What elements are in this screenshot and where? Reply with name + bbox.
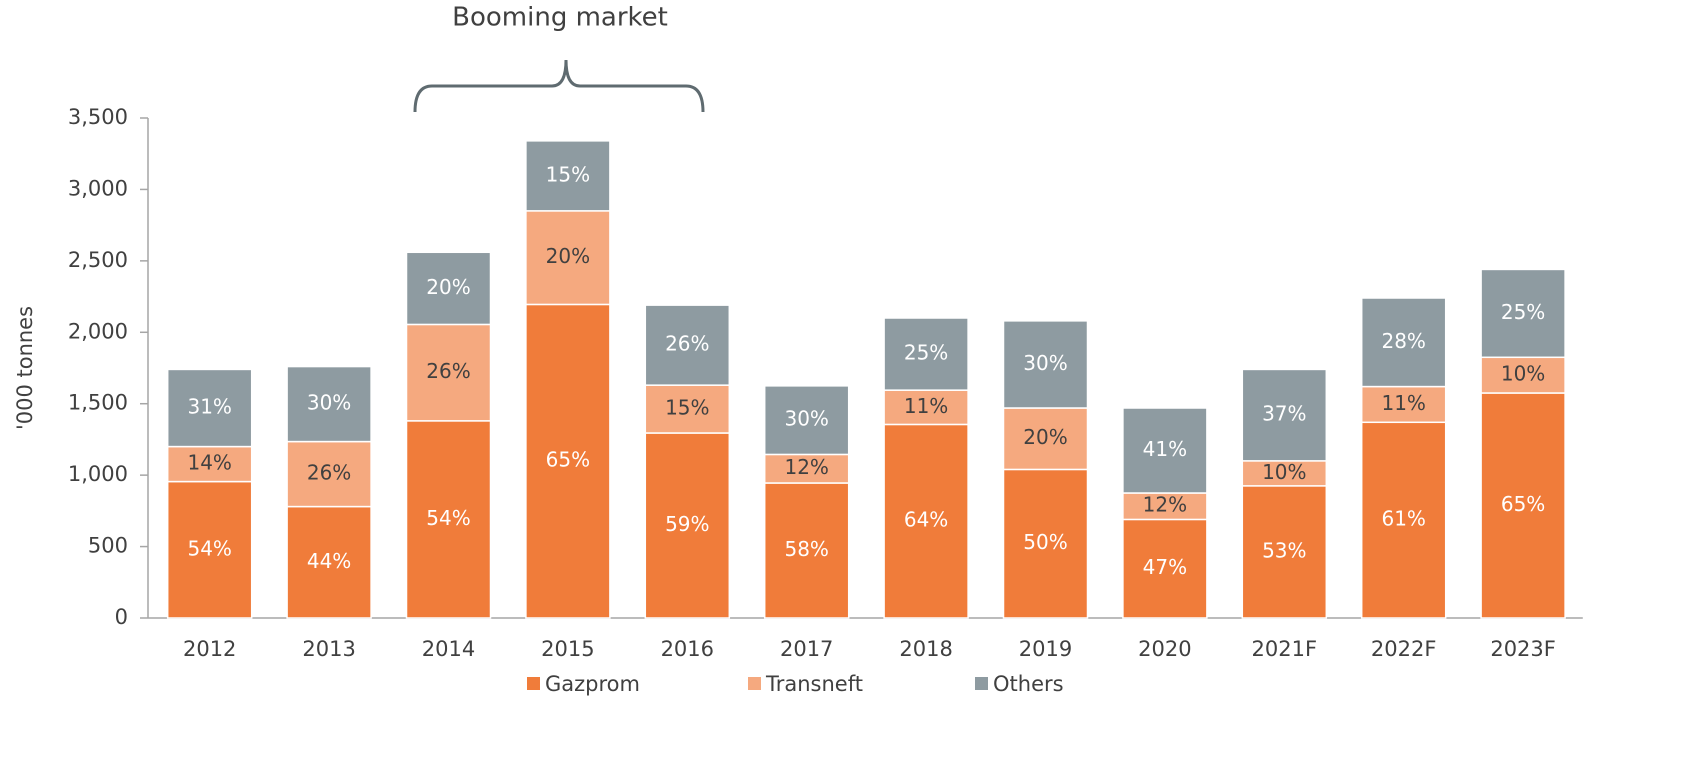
bar-label: 41% xyxy=(1143,437,1187,461)
bar-label: 20% xyxy=(426,275,470,299)
bar-label: 31% xyxy=(187,395,231,419)
x-tick-label: 2013 xyxy=(302,637,355,661)
x-tick-label: 2023F xyxy=(1490,637,1556,661)
x-tick-label: 2020 xyxy=(1138,637,1191,661)
bar-label: 59% xyxy=(665,512,709,536)
legend-label: Gazprom xyxy=(545,672,640,696)
bar-segment xyxy=(1122,518,1208,619)
bar-segment xyxy=(1480,392,1566,619)
x-tick-label: 2014 xyxy=(422,637,475,661)
bar-label: 53% xyxy=(1262,538,1306,562)
bar-label: 10% xyxy=(1262,460,1306,484)
bar-segment xyxy=(763,453,850,484)
bar-label: 54% xyxy=(187,536,231,560)
bar-segment xyxy=(286,365,372,443)
bar-label: 30% xyxy=(784,407,828,431)
legend-swatch xyxy=(975,677,988,690)
bar-segment xyxy=(1122,407,1208,494)
bar-label: 47% xyxy=(1143,555,1187,579)
y-tick-label: 1,500 xyxy=(68,391,128,415)
bar-segment xyxy=(644,432,731,619)
bar-label: 15% xyxy=(546,162,590,186)
bar-label: 26% xyxy=(426,359,470,383)
bar-label: 20% xyxy=(546,244,590,268)
y-tick-label: 3,500 xyxy=(68,105,128,129)
bar-label: 11% xyxy=(1381,391,1425,415)
bar-label: 54% xyxy=(426,506,470,530)
y-axis-label: '000 tonnes xyxy=(13,306,37,430)
bar-segment xyxy=(1480,268,1566,359)
y-tick-label: 1,000 xyxy=(68,462,128,486)
bar-label: 10% xyxy=(1501,362,1545,386)
y-tick-label: 0 xyxy=(115,605,128,629)
x-tick-label: 2012 xyxy=(183,637,236,661)
legend-swatch xyxy=(527,677,540,690)
bar-segment xyxy=(525,140,611,212)
bar-label: 12% xyxy=(1143,493,1187,517)
legend-label: Others xyxy=(993,672,1064,696)
bar-label: 12% xyxy=(784,455,828,479)
y-tick-label: 3,000 xyxy=(68,176,128,200)
x-tick-label: 2022F xyxy=(1371,637,1437,661)
annotation: Booming market xyxy=(452,3,668,33)
bar-segment xyxy=(763,385,850,456)
bar-label: 61% xyxy=(1381,507,1425,531)
bar-segment xyxy=(1241,485,1328,619)
bar-segment xyxy=(405,420,492,619)
bar-label: 25% xyxy=(1501,300,1545,324)
bar-segment xyxy=(1002,407,1089,471)
bar-label: 26% xyxy=(665,332,709,356)
brace xyxy=(413,59,705,113)
bar-label: 28% xyxy=(1381,329,1425,353)
bar-segment xyxy=(1360,385,1447,424)
bar-segment xyxy=(1002,468,1089,619)
bar-label: 58% xyxy=(784,537,828,561)
bar-segment xyxy=(883,317,969,391)
bar-segment xyxy=(166,368,253,448)
y-tick-label: 2,000 xyxy=(68,319,128,343)
bar-segment xyxy=(405,323,492,422)
legend-label: Transneft xyxy=(765,672,863,696)
bar-label: 64% xyxy=(904,508,948,532)
bar-segment xyxy=(286,505,372,619)
y-tick-label: 2,500 xyxy=(68,248,128,272)
bar-label: 65% xyxy=(546,448,590,472)
bar-segment xyxy=(286,440,372,508)
bar-label: 26% xyxy=(307,461,351,485)
bar-segment xyxy=(1360,297,1447,388)
bar-segment xyxy=(1002,320,1089,409)
bar-label: 30% xyxy=(307,391,351,415)
x-tick-label: 2018 xyxy=(899,637,952,661)
bar-segment xyxy=(525,303,611,619)
bar-segment xyxy=(1122,492,1208,521)
bar-label: 20% xyxy=(1023,425,1067,449)
legend-swatch xyxy=(748,677,761,690)
bar-label: 50% xyxy=(1023,530,1067,554)
bar-label: 44% xyxy=(307,549,351,573)
bar-label: 15% xyxy=(665,396,709,420)
bar-segment xyxy=(1360,421,1447,619)
x-tick-label: 2019 xyxy=(1019,637,1072,661)
y-tick-label: 500 xyxy=(88,534,128,558)
bar-label: 25% xyxy=(904,341,948,365)
bar-segment xyxy=(1241,460,1328,487)
bar-segment xyxy=(1480,356,1566,394)
x-tick-label: 2017 xyxy=(780,637,833,661)
bar-label: 65% xyxy=(1501,492,1545,516)
bar-segment xyxy=(405,251,492,326)
bar-label: 30% xyxy=(1023,351,1067,375)
bar-segment xyxy=(1241,368,1328,462)
bar-segment xyxy=(525,210,611,306)
x-tick-label: 2015 xyxy=(541,637,594,661)
bar-segment xyxy=(763,482,850,619)
x-tick-label: 2021F xyxy=(1252,637,1318,661)
bar-label: 11% xyxy=(904,394,948,418)
x-tick-label: 2016 xyxy=(661,637,714,661)
bar-label: 37% xyxy=(1262,402,1306,426)
bar-label: 14% xyxy=(187,451,231,475)
bar-segment xyxy=(644,304,731,386)
